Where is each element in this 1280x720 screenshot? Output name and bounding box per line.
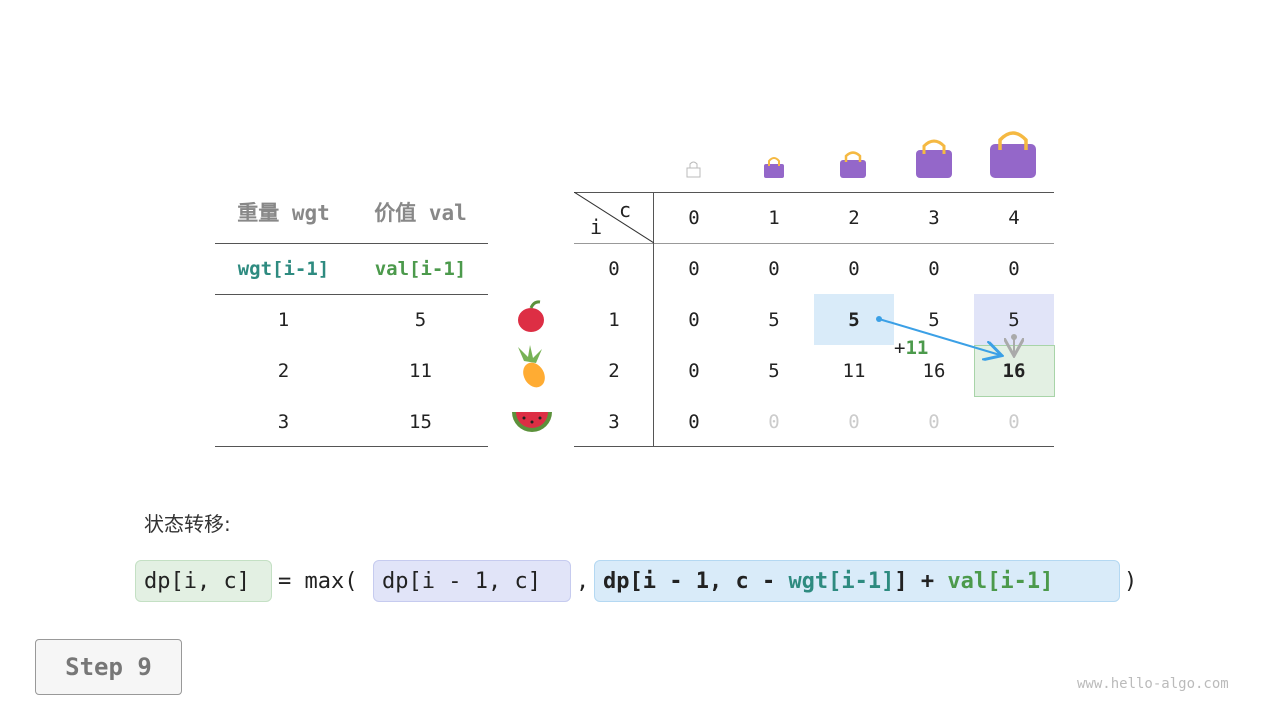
dp-cell: 5 (848, 308, 860, 331)
header-weight: 重量 wgt (237, 200, 330, 225)
header-value: 价值 val (374, 200, 467, 225)
opt2-prefix: dp[i - 1, c - (603, 568, 789, 594)
corner-col-label: c (619, 198, 632, 222)
item-value: 15 (409, 410, 432, 433)
dp-cell: 0 (768, 257, 780, 280)
transition-label: 状态转移: (144, 512, 231, 536)
dp-cell: 0 (688, 257, 700, 280)
empty-bag-icon (686, 161, 701, 178)
subheader-val: val[i-1] (374, 257, 467, 280)
item-weight: 2 (277, 359, 290, 382)
dp-cell: 0 (928, 257, 940, 280)
col-header: 2 (848, 206, 860, 229)
dp-cell: 0 (1008, 410, 1020, 433)
dp-cell: 16 (922, 359, 946, 382)
dp-cell: 0 (768, 410, 780, 433)
dp-cell: 0 (688, 359, 700, 382)
opt2-mid: ] + (894, 568, 948, 594)
option-take-box: dp[i - 1, c - wgt[i-1]] + val[i-1] (594, 560, 1120, 602)
dp-cell: 5 (1008, 308, 1020, 331)
item-weight: 3 (277, 410, 290, 433)
lhs-box: dp[i, c] (135, 560, 272, 602)
item-weight: 1 (277, 308, 290, 331)
option-skip-box: dp[i - 1, c] (373, 560, 571, 602)
item-value: 11 (409, 359, 432, 382)
dp-cell: 11 (842, 359, 866, 382)
dp-cell: 0 (1008, 257, 1020, 280)
dp-cell: 0 (688, 410, 700, 433)
col-header: 0 (688, 206, 700, 229)
bag-icon (990, 131, 1036, 178)
item-value: 5 (414, 308, 427, 331)
opt2-wgt: wgt[i-1] (788, 568, 895, 594)
row-header: 3 (608, 410, 620, 433)
row-header: 2 (608, 359, 620, 382)
comma: , (576, 568, 590, 594)
opt2-val: val[i-1] (947, 568, 1054, 594)
dp-cell: 16 (1002, 359, 1026, 382)
dp-cell: 0 (688, 308, 700, 331)
subheader-wgt: wgt[i-1] (237, 257, 330, 280)
corner-diagonal (574, 192, 654, 243)
max-text: = max( (278, 568, 358, 594)
pineapple-icon (518, 345, 545, 388)
bag-icon (840, 151, 866, 178)
col-header: 1 (768, 206, 780, 229)
dp-cell: 0 (848, 257, 860, 280)
dp-cell: 0 (928, 410, 940, 433)
bag-icon (916, 139, 952, 178)
dp-cell: 5 (768, 308, 780, 331)
bag-icon (764, 157, 784, 178)
dp-cell: 0 (848, 410, 860, 433)
dp-cell: 5 (768, 359, 780, 382)
row-header: 1 (608, 308, 620, 331)
step-button[interactable]: Step 9 (35, 639, 182, 695)
col-header: 3 (928, 206, 940, 229)
watermelon-icon (512, 412, 552, 432)
value-annotation: +11 (894, 337, 929, 359)
corner-row-label: i (590, 215, 603, 239)
plus-sign: + (894, 337, 906, 359)
col-header: 4 (1008, 206, 1020, 229)
apple-icon (518, 300, 544, 332)
watermark: www.hello-algo.com (1077, 676, 1229, 692)
row-header: 0 (608, 257, 620, 280)
close-paren: ) (1124, 568, 1138, 594)
